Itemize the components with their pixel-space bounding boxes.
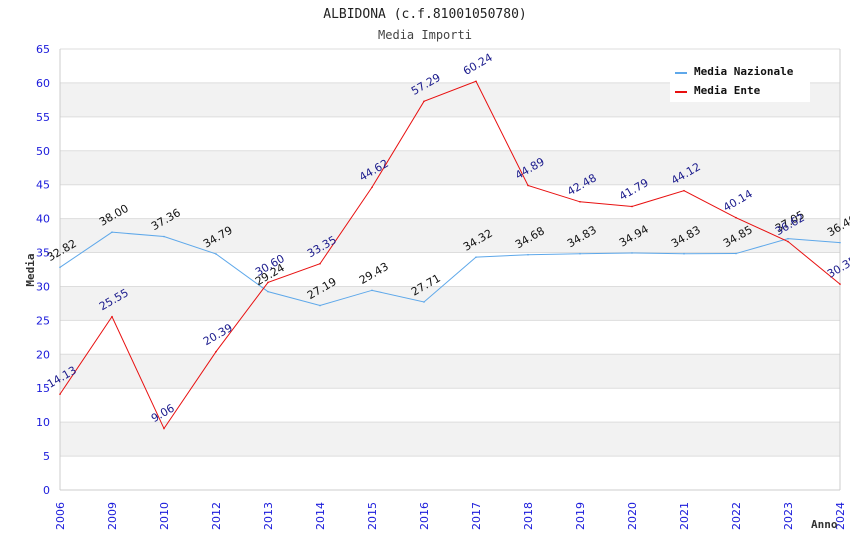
x-tick-label: 2013 (262, 502, 275, 530)
x-tick-label: 2006 (54, 502, 67, 530)
x-tick-label: 2017 (470, 502, 483, 530)
series-lines (59, 80, 841, 430)
y-tick-label: 0 (43, 484, 50, 497)
data-label: 29.43 (357, 260, 391, 287)
x-axis-ticks: 2006 2009 2010 2012 2013 2014 2015 2016 2017 2018… (54, 502, 847, 530)
y-tick-label: 15 (36, 382, 50, 395)
y-tick-label: 20 (36, 348, 50, 361)
data-point (631, 205, 633, 208)
x-tick-label: 2009 (106, 502, 119, 530)
y-tick-label: 60 (36, 77, 50, 90)
x-tick-label: 2023 (782, 502, 795, 530)
legend-background (670, 60, 810, 102)
x-tick-label: 2016 (418, 502, 431, 530)
data-point (111, 231, 113, 233)
grid-bands (60, 82, 840, 457)
y-tick-label: 55 (36, 111, 50, 124)
x-tick-label: 2012 (210, 502, 223, 530)
x-tick-label: 2022 (730, 502, 743, 530)
data-point (163, 427, 165, 430)
x-tick-label: 2020 (626, 502, 639, 530)
data-point (319, 262, 321, 265)
data-point (423, 301, 425, 303)
data-point (787, 237, 789, 240)
data-point (839, 241, 841, 244)
data-point (683, 189, 685, 192)
data-point (215, 350, 217, 353)
data-point (319, 304, 321, 307)
x-axis-label: Anno (811, 518, 838, 531)
grid-band (60, 286, 840, 321)
grid-band (60, 150, 840, 185)
data-point (215, 253, 217, 255)
data-label: 60.24 (461, 51, 495, 78)
y-tick-label: 65 (36, 43, 50, 56)
data-point (579, 200, 581, 203)
x-tick-label: 2021 (678, 502, 691, 530)
legend-label-ente: Media Ente (694, 84, 761, 97)
y-tick-label: 50 (36, 145, 50, 158)
gridlines (60, 48, 840, 491)
data-label: 20.39 (201, 321, 235, 348)
data-point (371, 186, 373, 189)
x-tick-label: 2014 (314, 502, 327, 530)
plot-frame (59, 49, 841, 491)
y-tick-label: 45 (36, 179, 50, 192)
legend: Media Nazionale Media Ente (670, 60, 810, 102)
data-point (527, 184, 529, 187)
x-tick-label: 2019 (574, 502, 587, 530)
series-line-nazionale (59, 231, 841, 307)
x-tick-label: 2015 (366, 502, 379, 530)
data-point (423, 100, 425, 103)
data-label: 36.46 (825, 212, 850, 239)
y-tick-label: 25 (36, 314, 50, 327)
data-point (735, 252, 737, 255)
legend-label-nazionale: Media Nazionale (694, 65, 794, 78)
grid-band (60, 354, 840, 389)
x-tick-label: 2010 (158, 502, 171, 530)
grid-band (60, 218, 840, 253)
data-point (267, 281, 269, 284)
y-tick-label: 40 (36, 213, 50, 226)
data-label: 40.14 (721, 187, 755, 214)
chart-title: ALBIDONA (c.f.81001050780) (323, 7, 527, 22)
data-point (267, 290, 269, 293)
data-point (735, 216, 737, 219)
data-point (631, 252, 633, 254)
data-point (59, 266, 61, 269)
data-point (59, 393, 61, 395)
data-point (527, 253, 529, 256)
data-point (579, 252, 581, 255)
x-tick-label: 2024 (834, 502, 847, 530)
data-point (683, 252, 685, 255)
data-point (475, 256, 477, 258)
data-point (111, 315, 113, 318)
grid-band (60, 422, 840, 457)
y-axis-label: Media (24, 253, 37, 286)
data-point (475, 80, 477, 83)
data-point (839, 283, 841, 285)
y-tick-label: 5 (43, 450, 50, 463)
data-point (163, 235, 165, 238)
data-label: 30.35 (825, 254, 850, 281)
y-axis-ticks: 0 5 10 15 20 25 30 35 40 45 50 55 60 65 (36, 43, 50, 497)
x-tick-label: 2018 (522, 502, 535, 530)
series-line-ente (59, 80, 841, 430)
y-tick-label: 35 (36, 247, 50, 260)
data-point (371, 289, 373, 292)
y-tick-label: 10 (36, 416, 50, 429)
chart-subtitle: Media Importi (378, 28, 472, 42)
data-point (787, 240, 789, 243)
y-tick-label: 30 (36, 280, 50, 293)
